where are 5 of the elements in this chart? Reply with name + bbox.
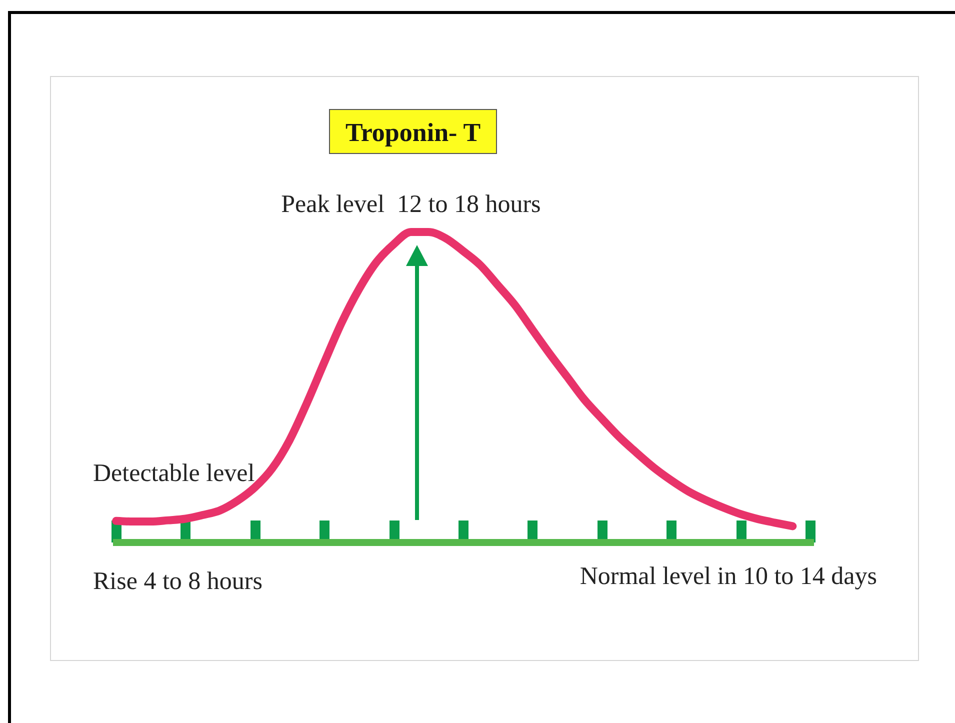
text: Peak level 12 to 18 hours xyxy=(281,191,541,218)
chart-title: Troponin- T xyxy=(345,118,481,147)
annotation: Detectable level xyxy=(93,460,255,487)
text: Rise 4 to 8 hours xyxy=(93,568,262,595)
text: Normal level in 10 to 14 days xyxy=(580,563,877,590)
